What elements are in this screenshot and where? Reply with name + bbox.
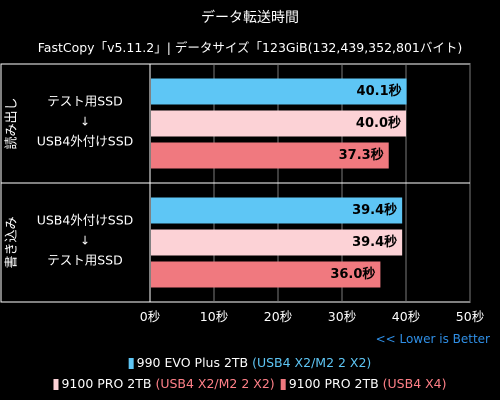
- legend-swatch: [280, 379, 286, 390]
- x-tick-label: 0秒: [140, 309, 160, 324]
- group-target-label: テスト用SSD: [47, 253, 123, 268]
- legend-series-name: 9100 PRO 2TB: [289, 376, 383, 391]
- x-tick-label: 40秒: [392, 309, 420, 324]
- chart-title: データ転送時間: [201, 9, 299, 26]
- bar: [151, 78, 407, 105]
- legend-label: 9100 PRO 2TB (USB4 X4): [289, 376, 447, 391]
- group-source-label: USB4外付けSSD: [37, 213, 134, 228]
- legend-series-name: 9100 PRO 2TB: [61, 376, 155, 391]
- legend-series-interface: (USB4 X2/M2 2 X2): [155, 376, 274, 391]
- x-tick-label: 20秒: [264, 309, 292, 324]
- legend-label: 990 EVO Plus 2TB (USB4 X2/M2 2 X2): [137, 355, 372, 370]
- group-source-label: テスト用SSD: [47, 94, 123, 109]
- legend-item: 990 EVO Plus 2TB (USB4 X2/M2 2 X2): [128, 355, 372, 370]
- legend-swatch: [128, 358, 134, 369]
- bar: [151, 229, 403, 256]
- group-label: 読み出し: [4, 97, 20, 149]
- bar-value-label: 37.3秒: [339, 147, 384, 163]
- bar: [151, 142, 389, 169]
- legend-series-name: 990 EVO Plus 2TB: [137, 355, 252, 370]
- legend-label: 9100 PRO 2TB (USB4 X2/M2 2 X2): [61, 376, 274, 391]
- bar-value-label: 39.4秒: [352, 202, 397, 218]
- legend-swatch: [53, 379, 59, 390]
- legend-series-interface: (USB4 X2/M2 2 X2): [252, 355, 371, 370]
- bar-value-label: 40.1秒: [357, 83, 402, 99]
- group-label: 書き込み: [5, 216, 20, 268]
- x-tick-label: 50秒: [456, 309, 484, 324]
- legend: 990 EVO Plus 2TB (USB4 X2/M2 2 X2)9100 P…: [53, 355, 447, 391]
- group-arrow: ↓: [80, 115, 90, 129]
- bar: [151, 261, 381, 288]
- bar-value-label: 36.0秒: [330, 266, 375, 282]
- bar-value-label: 39.4秒: [352, 234, 397, 250]
- chart-subtitle: FastCopy「v5.11.2」| データサイズ「123GiB(132,439…: [38, 40, 463, 55]
- legend-item: 9100 PRO 2TB (USB4 X2/M2 2 X2): [53, 376, 275, 391]
- group-arrow: ↓: [80, 234, 90, 248]
- bar: [151, 197, 403, 224]
- bar: [151, 110, 406, 137]
- legend-series-interface: (USB4 X4): [383, 376, 447, 391]
- x-tick-label: 10秒: [200, 309, 228, 324]
- x-tick-label: 30秒: [328, 309, 356, 324]
- plot-area: 読み出し テスト用SSD↓USB4外付けSSD40.1秒40.0秒37.3秒書き込…: [0, 63, 484, 324]
- group-target-label: USB4外付けSSD: [37, 134, 134, 149]
- bar-value-label: 40.0秒: [356, 115, 401, 131]
- legend-item: 9100 PRO 2TB (USB4 X4): [280, 376, 447, 391]
- lower-is-better-note: << Lower is Better: [376, 332, 490, 346]
